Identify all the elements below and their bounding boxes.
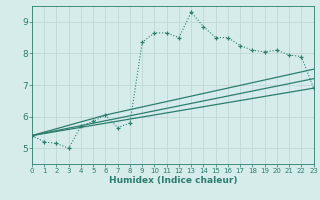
X-axis label: Humidex (Indice chaleur): Humidex (Indice chaleur) xyxy=(108,176,237,185)
